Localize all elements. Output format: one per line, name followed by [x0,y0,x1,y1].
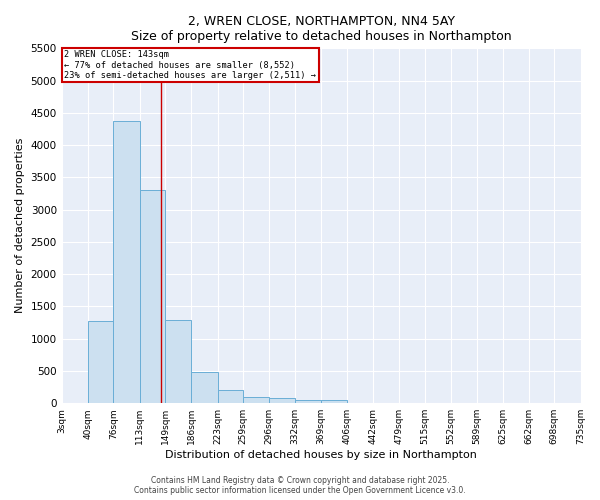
Bar [113,120,140,403]
Bar [321,400,347,403]
Bar [140,190,165,403]
Text: Contains HM Land Registry data © Crown copyright and database right 2025.
Contai: Contains HM Land Registry data © Crown c… [134,476,466,495]
Bar [243,398,269,403]
Bar [191,372,218,403]
X-axis label: Distribution of detached houses by size in Northampton: Distribution of detached houses by size … [165,450,477,460]
Text: 2 WREN CLOSE: 143sqm
← 77% of detached houses are smaller (8,552)
23% of semi-de: 2 WREN CLOSE: 143sqm ← 77% of detached h… [64,50,316,80]
Y-axis label: Number of detached properties: Number of detached properties [15,138,25,314]
Bar [218,390,243,403]
Bar [88,322,113,403]
Bar [165,320,191,403]
Bar [295,400,321,403]
Bar [269,398,295,403]
Title: 2, WREN CLOSE, NORTHAMPTON, NN4 5AY
Size of property relative to detached houses: 2, WREN CLOSE, NORTHAMPTON, NN4 5AY Size… [131,15,511,43]
